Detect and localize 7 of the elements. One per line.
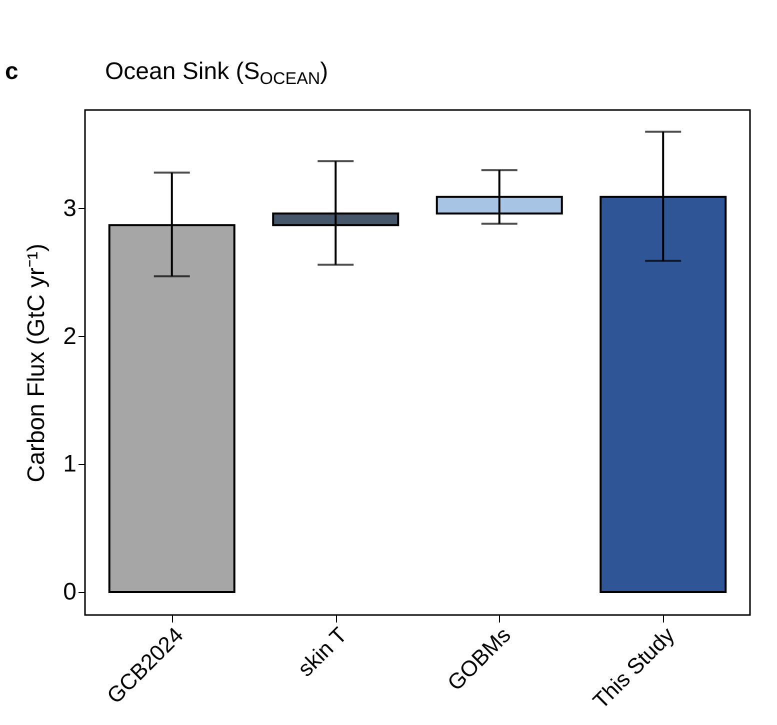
y-tick-label: 1 — [63, 450, 76, 478]
y-tick-label: 0 — [63, 578, 76, 606]
y-axis-title: Carbon Flux (GtC yr⁻¹) — [23, 244, 50, 482]
y-tick-label: 2 — [63, 322, 76, 350]
y-tick-label: 3 — [63, 194, 76, 222]
x-tick-label: skin T — [292, 622, 352, 682]
text: c — [5, 58, 18, 85]
